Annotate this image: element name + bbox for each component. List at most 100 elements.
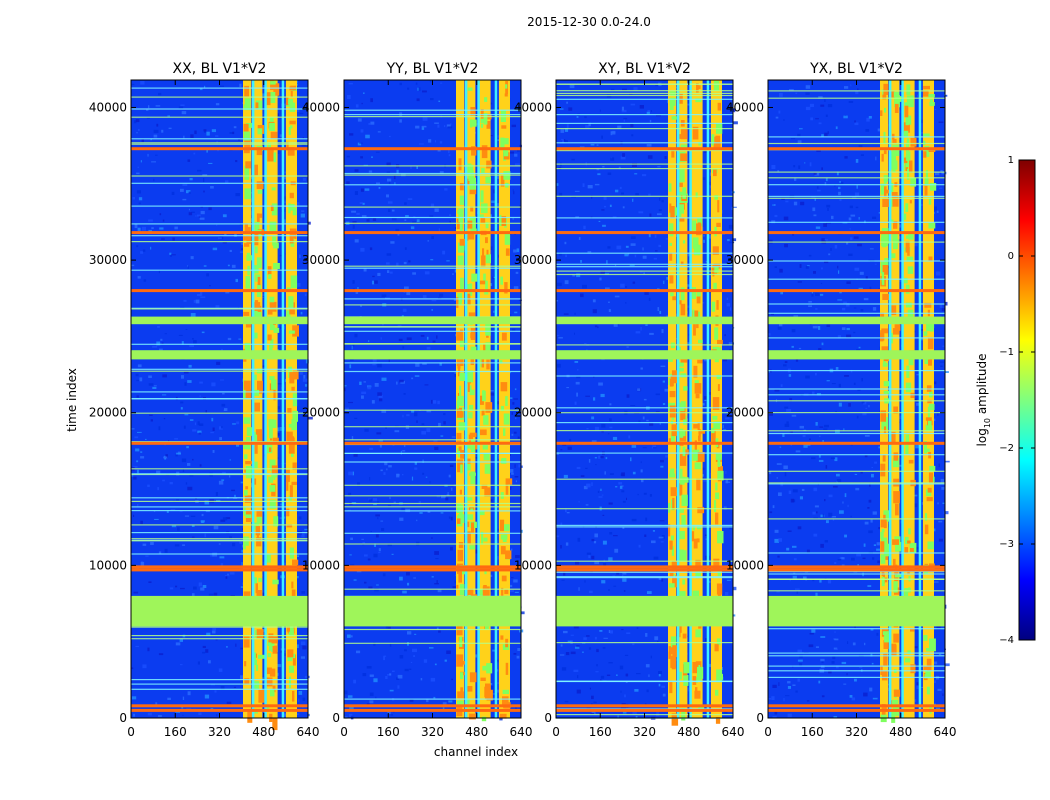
heatmap-texture xyxy=(558,337,563,339)
panel-title: XY, BL V1*V2 xyxy=(598,61,691,77)
time-row xyxy=(768,430,945,432)
time-row xyxy=(344,267,521,269)
channel-texture xyxy=(892,539,899,545)
channel-texture xyxy=(481,355,484,368)
channel-texture xyxy=(269,221,277,232)
channel-texture xyxy=(697,452,705,462)
heatmap-texture xyxy=(180,664,183,666)
channel-texture xyxy=(504,589,509,594)
heatmap-texture xyxy=(421,125,427,128)
heatmap-texture xyxy=(229,572,235,575)
channel-texture xyxy=(883,147,887,155)
heatmap-texture xyxy=(605,457,608,460)
heatmap-texture xyxy=(442,250,446,255)
heatmap-texture xyxy=(821,167,823,170)
heatmap-texture xyxy=(190,515,196,517)
heatmap-texture xyxy=(140,456,145,459)
heatmap-texture xyxy=(232,131,235,135)
channel-texture xyxy=(691,531,695,542)
channel-texture xyxy=(907,650,911,654)
channel-texture xyxy=(890,643,897,648)
channel-texture xyxy=(457,549,463,562)
heatmap-texture xyxy=(657,307,660,311)
time-row xyxy=(131,635,308,637)
heatmap-texture xyxy=(921,686,924,688)
heatmap-texture xyxy=(226,701,232,704)
heatmap-texture xyxy=(407,582,410,586)
channel-texture xyxy=(246,235,252,244)
heatmap-texture xyxy=(582,183,585,187)
channel-texture xyxy=(469,216,476,229)
time-row xyxy=(131,116,308,118)
heatmap-texture xyxy=(148,219,153,222)
heatmap-texture xyxy=(171,525,177,528)
heatmap-texture xyxy=(580,293,584,298)
heatmap-texture xyxy=(708,164,713,168)
channel-texture xyxy=(482,665,488,671)
heatmap-texture xyxy=(586,552,592,555)
heatmap-texture xyxy=(864,455,868,458)
heatmap-texture xyxy=(622,500,626,503)
channel-texture xyxy=(883,521,887,529)
channel-texture xyxy=(470,328,476,340)
channel-texture xyxy=(485,683,491,693)
heatmap-texture xyxy=(591,195,593,199)
channel-texture xyxy=(289,547,294,559)
heatmap-texture xyxy=(250,176,254,179)
heatmap-texture xyxy=(404,202,407,205)
heatmap-texture xyxy=(582,651,584,653)
heatmap-texture xyxy=(851,196,857,199)
heatmap-texture xyxy=(431,537,433,539)
channel-texture xyxy=(458,242,465,253)
heatmap-texture xyxy=(784,361,788,363)
heatmap-texture xyxy=(222,214,227,218)
channel-texture xyxy=(883,358,886,367)
heatmap-texture xyxy=(183,299,187,302)
heatmap-texture xyxy=(578,587,580,591)
channel-texture xyxy=(272,579,279,585)
heatmap-texture xyxy=(307,221,311,225)
heatmap-texture xyxy=(597,326,599,329)
heatmap-texture xyxy=(816,186,819,189)
heatmap-texture xyxy=(653,447,657,449)
heatmap-texture xyxy=(402,450,406,452)
channel-texture xyxy=(905,434,910,445)
heatmap-texture xyxy=(301,534,305,538)
channel-texture xyxy=(460,464,463,474)
time-row xyxy=(768,578,945,580)
heatmap-texture xyxy=(787,713,792,718)
heatmap-texture xyxy=(386,468,388,471)
channel-texture xyxy=(288,628,294,637)
channel-texture xyxy=(713,80,720,91)
heatmap-texture xyxy=(593,701,597,704)
heatmap-texture xyxy=(863,402,867,405)
heatmap-texture xyxy=(131,264,135,267)
heatmap-texture xyxy=(211,382,216,387)
channel-texture xyxy=(924,177,929,186)
channel-texture xyxy=(927,487,932,493)
channel-texture xyxy=(466,531,471,544)
heatmap-texture xyxy=(806,700,810,702)
heatmap-texture xyxy=(131,83,135,86)
heatmap-texture xyxy=(838,191,841,196)
heatmap-texture xyxy=(703,396,707,400)
heatmap-texture xyxy=(193,152,196,155)
heatmap-texture xyxy=(938,463,940,468)
heatmap-texture xyxy=(788,490,792,494)
heatmap-texture xyxy=(731,238,737,242)
heatmap-texture xyxy=(652,445,657,449)
channel-texture xyxy=(668,183,672,192)
heatmap-texture xyxy=(376,432,382,435)
heatmap-texture xyxy=(205,410,207,413)
heatmap-texture xyxy=(145,555,149,557)
heatmap-texture xyxy=(375,534,379,538)
heatmap-texture xyxy=(136,132,138,134)
heatmap-texture xyxy=(863,543,866,547)
heatmap-texture xyxy=(412,648,417,653)
heatmap-texture xyxy=(594,533,598,538)
heatmap-texture xyxy=(224,575,230,577)
channel-texture xyxy=(457,691,464,699)
x-axis-label: channel index xyxy=(434,745,518,759)
heatmap-texture xyxy=(703,239,705,243)
heatmap-texture xyxy=(362,202,365,205)
